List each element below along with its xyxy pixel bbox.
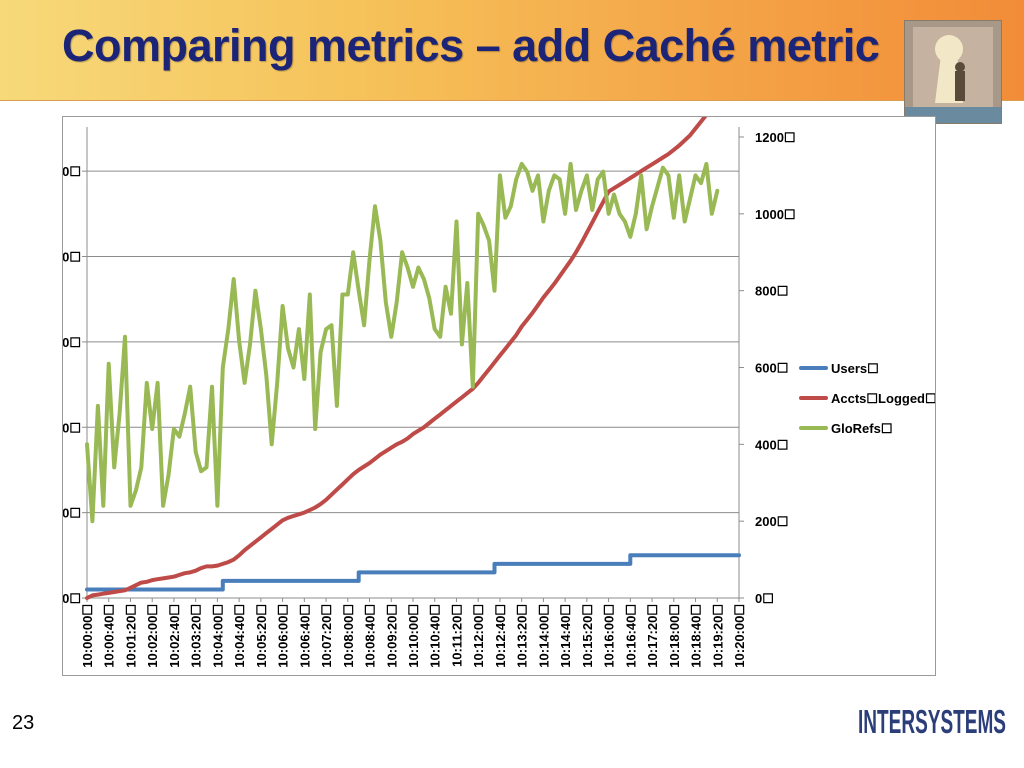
- right-tick-label: 1000☐: [755, 207, 796, 222]
- x-tick-label: 10:18:40☐: [689, 604, 704, 668]
- slide-title: Comparing metrics – add Caché metric: [62, 20, 880, 71]
- left-tick-label: 100☐: [63, 506, 81, 521]
- x-tick-label: 10:16:00☐: [602, 604, 617, 668]
- chart-frame: 0☐ 100☐ 200☐ 300☐ 400☐ 500☐ 0☐ 200☐ 400☐ 600☐ 800…: [48, 71, 937, 676]
- x-tick-label: 10:04:00☐: [210, 604, 225, 668]
- x-tick-label: 10:03:20☐: [189, 604, 204, 668]
- glorefs-line: [85, 161, 720, 524]
- right-tick-label: 1200☐: [755, 130, 796, 145]
- x-tick-label: 10:13:20☐: [515, 604, 530, 668]
- x-tick-label: 10:14:40☐: [558, 604, 573, 668]
- x-tick-label: 10:08:00☐: [341, 604, 356, 668]
- x-tick-label: 10:08:40☐: [363, 604, 378, 668]
- right-tick-label: 600☐: [755, 361, 788, 376]
- left-tick-label: 0☐: [63, 591, 81, 606]
- x-tick-label: 10:19:20☐: [710, 604, 725, 668]
- x-tick-label: 10:17:20☐: [645, 604, 660, 668]
- x-tick-label: 10:10:00☐: [406, 604, 421, 668]
- left-tick-label: 400☐: [63, 250, 81, 265]
- left-tick-label: 500☐: [63, 164, 81, 179]
- x-tick-label: 10:11:20☐: [449, 604, 464, 667]
- x-tick-label: 10:15:20☐: [580, 604, 595, 668]
- title-banner: [0, 0, 1024, 101]
- x-tick-label: 10:09:20☐: [384, 604, 399, 668]
- x-tick-label: 10:06:00☐: [276, 604, 291, 668]
- accts-logged-line: [85, 71, 741, 600]
- legend-glorefs-label: GloRefs☐: [831, 421, 893, 436]
- legend-accts-logged-label: Accts☐Logged☐: [831, 391, 935, 406]
- x-tick-label: 10:05:20☐: [254, 604, 269, 668]
- x-tick-label: 10:00:00☐: [80, 604, 95, 668]
- x-tick-label: 10:07:20☐: [319, 604, 334, 668]
- legend-users-label: Users☐: [831, 361, 879, 376]
- x-tick-label: 10:16:40☐: [623, 604, 638, 668]
- x-tick-label: 10:00:40☐: [102, 604, 117, 668]
- keyhole-image: [904, 20, 1002, 124]
- x-tick-label: 10:20:00☐: [732, 604, 747, 668]
- right-tick-label: 200☐: [755, 514, 788, 529]
- x-tick-label: 10:01:20☐: [123, 604, 138, 668]
- left-tick-label: 300☐: [63, 335, 81, 350]
- line-chart: 0☐ 100☐ 200☐ 300☐ 400☐ 500☐ 0☐ 200☐ 400☐ 600☐ 800…: [48, 71, 937, 668]
- right-tick-label: 800☐: [755, 284, 788, 299]
- users-line: [85, 553, 741, 592]
- x-tick-label: 10:12:00☐: [471, 604, 486, 668]
- x-tick-label: 10:04:40☐: [232, 604, 247, 668]
- x-tick-label: 10:14:00☐: [536, 604, 551, 668]
- x-tick-label: 10:12:40☐: [493, 604, 508, 668]
- x-tick-label: 10:02:40☐: [167, 604, 182, 668]
- left-tick-label: 200☐: [63, 420, 81, 435]
- right-tick-label: 0☐: [755, 591, 774, 606]
- x-tick-label: 10:18:00☐: [667, 604, 682, 668]
- x-tick-label: 10:10:40☐: [428, 604, 443, 668]
- slide-number: 23: [12, 712, 35, 734]
- x-tick-label: 10:02:00☐: [145, 604, 160, 668]
- logo-text: INTERSYSTEMS: [858, 703, 1006, 740]
- intersystems-logo: INTERSYSTEMS: [858, 697, 1008, 745]
- x-tick-label: 10:06:40☐: [297, 604, 312, 668]
- right-tick-label: 400☐: [755, 437, 788, 452]
